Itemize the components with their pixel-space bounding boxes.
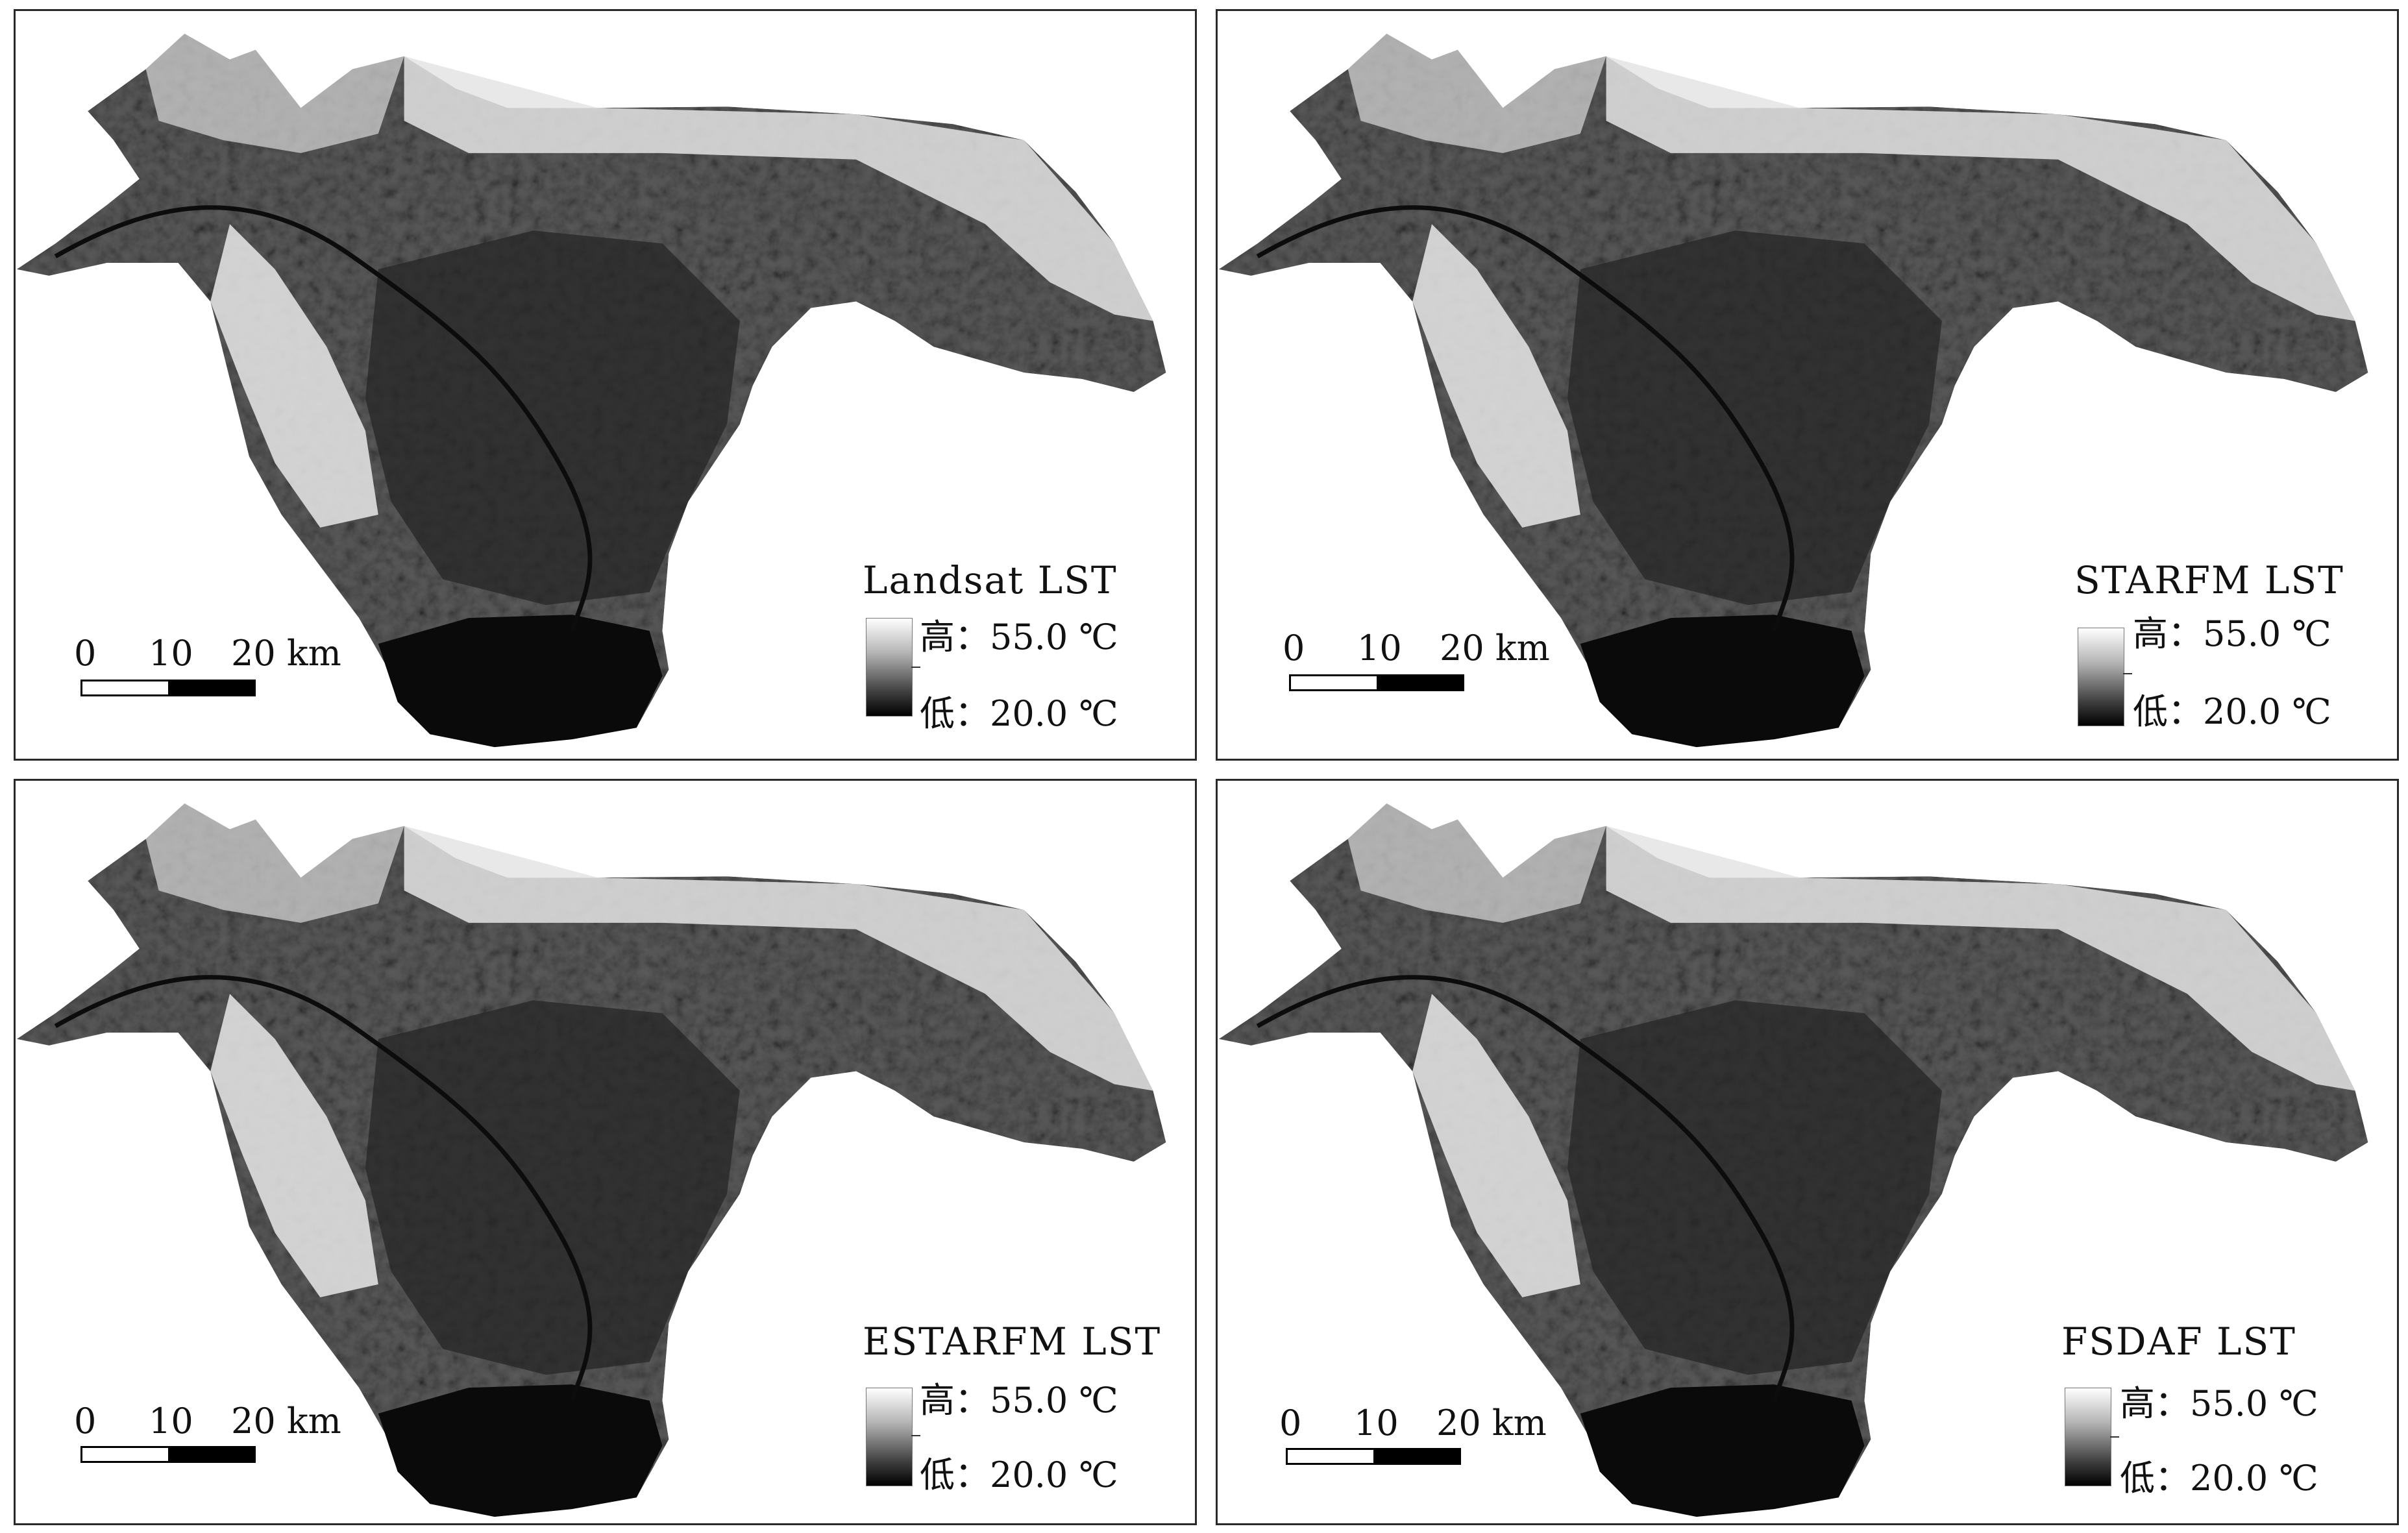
panel-starfm-lst: STARFM LST 高：55.0 ℃ 低：20.0 ℃ 0 10 20 km — [1216, 9, 2399, 761]
scale-label-20: 20 km — [1440, 628, 1550, 668]
legend-tick — [911, 1435, 920, 1436]
scale-label-0: 0 — [74, 633, 97, 674]
legend-high: 高：55.0 ℃ — [920, 1380, 1118, 1421]
scale-label-20: 20 km — [231, 1401, 341, 1441]
scale-label-10: 10 — [149, 633, 193, 674]
panel-landsat-lst: Landsat LST 高：55.0 ℃ 低：20.0 ℃ 0 10 20 km — [14, 9, 1197, 761]
legend-gradient-bar — [2078, 628, 2124, 726]
scale-label-0: 0 — [1279, 1403, 1302, 1443]
scale-bar — [80, 680, 256, 696]
panel-title: Landsat LST — [863, 558, 1118, 602]
scale-label-10: 10 — [1357, 628, 1402, 668]
legend-tick — [2123, 673, 2132, 674]
legend-tick — [911, 667, 920, 668]
scale-labels: 0 10 20 km — [1283, 628, 1555, 673]
legend-high: 高：55.0 ℃ — [920, 617, 1118, 657]
scale-bar — [80, 1446, 256, 1463]
legend-low: 低：20.0 ℃ — [920, 1454, 1118, 1495]
scale-label-10: 10 — [1354, 1403, 1399, 1443]
scale-label-0: 0 — [1283, 628, 1305, 668]
legend-low: 低：20.0 ℃ — [2133, 691, 2331, 732]
legend-low: 低：20.0 ℃ — [920, 693, 1118, 734]
scale-labels: 0 10 20 km — [74, 1401, 347, 1446]
legend-tick — [2110, 1436, 2119, 1438]
scale-label-20: 20 km — [231, 633, 341, 674]
panel-title: FSDAF LST — [2061, 1319, 2296, 1364]
scale-bar — [1289, 674, 1464, 691]
legend-high: 高：55.0 ℃ — [2120, 1383, 2318, 1424]
legend-gradient-bar — [866, 1388, 913, 1486]
legend-gradient-bar — [866, 618, 913, 717]
scale-label-0: 0 — [74, 1401, 97, 1441]
legend-low: 低：20.0 ℃ — [2120, 1458, 2318, 1499]
scale-labels: 0 10 20 km — [1279, 1403, 1552, 1448]
panel-estarfm-lst: ESTARFM LST 高：55.0 ℃ 低：20.0 ℃ 0 10 20 km — [14, 779, 1197, 1525]
panel-title: ESTARFM LST — [863, 1319, 1162, 1364]
scale-labels: 0 10 20 km — [74, 633, 347, 678]
scale-bar — [1286, 1448, 1461, 1465]
legend-gradient-bar — [2065, 1388, 2111, 1486]
scale-label-10: 10 — [149, 1401, 193, 1441]
panel-fsdaf-lst: FSDAF LST 高：55.0 ℃ 低：20.0 ℃ 0 10 20 km — [1216, 779, 2399, 1525]
scale-label-20: 20 km — [1436, 1403, 1547, 1443]
panel-title: STARFM LST — [2074, 558, 2344, 602]
legend-high: 高：55.0 ℃ — [2133, 613, 2331, 654]
